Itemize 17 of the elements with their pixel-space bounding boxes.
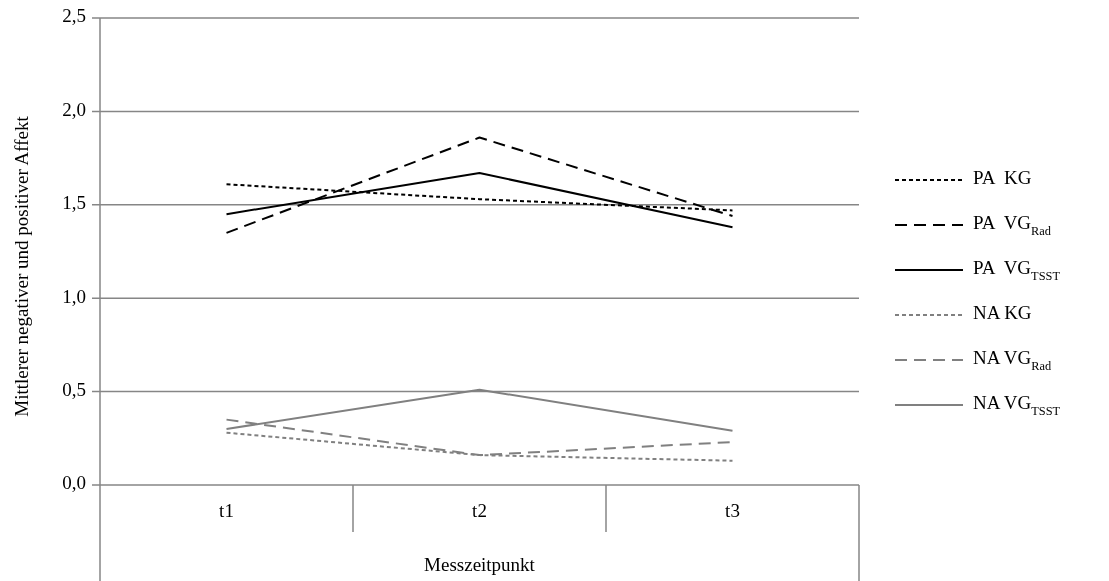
x-axis-title: Messzeitpunkt (424, 554, 536, 575)
y-axis-title: Mittlerer negativer und positiver Affekt (11, 115, 32, 417)
y-tick-label: 2,0 (62, 98, 86, 120)
y-tick-label: 2,5 (62, 5, 86, 27)
x-tick-label: t2 (472, 500, 487, 521)
x-tick-label: t1 (219, 500, 234, 521)
y-tick-label: 1,5 (62, 192, 86, 214)
y-tick-label: 0,0 (62, 472, 86, 494)
y-tick-label: 0,5 (62, 378, 86, 400)
legend-label: PA VG$_{Rad}$ (973, 212, 1052, 238)
legend-label: NA VG$_{Rad}$ (973, 347, 1052, 373)
x-tick-label: t3 (725, 500, 740, 521)
y-tick-label: 1,0 (62, 285, 86, 307)
legend-label: PA KG (973, 167, 1032, 189)
legend-label: NA KG (973, 302, 1032, 324)
legend-label: PA VG$_{TSST}$ (973, 257, 1061, 283)
legend-label: NA VG$_{TSST}$ (973, 392, 1061, 418)
